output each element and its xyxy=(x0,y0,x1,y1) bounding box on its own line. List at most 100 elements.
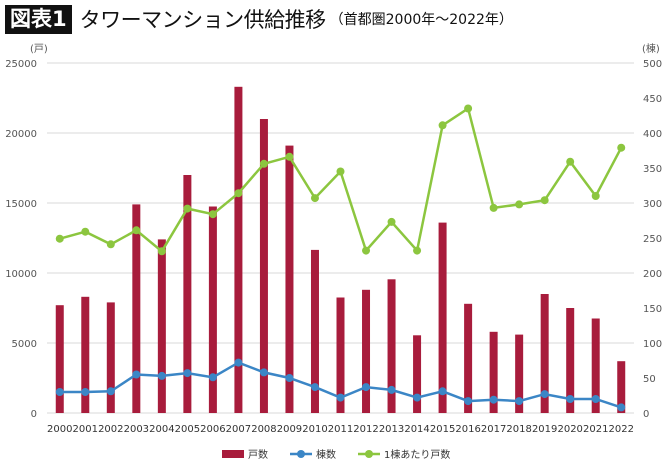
point-2001 xyxy=(81,227,90,236)
x-tick-label: 2006 xyxy=(200,424,225,435)
x-tick-label: 2018 xyxy=(506,424,531,435)
point-2020 xyxy=(566,157,575,166)
right-axis-unit: (棟) xyxy=(642,42,660,55)
point-2007 xyxy=(234,358,243,367)
left-axis-unit: (戸) xyxy=(30,43,48,55)
x-tick-label: 2022 xyxy=(609,424,634,435)
right-tick-label: 0 xyxy=(643,409,649,420)
point-2006 xyxy=(208,210,217,219)
point-2001 xyxy=(81,388,90,396)
right-tick-label: 350 xyxy=(643,164,662,175)
point-2011 xyxy=(336,393,345,402)
point-2012 xyxy=(362,246,371,255)
x-tick-label: 2013 xyxy=(379,424,404,435)
x-tick-label: 2000 xyxy=(47,424,72,435)
point-2017 xyxy=(489,203,498,212)
bar-2015 xyxy=(438,222,447,413)
point-2011 xyxy=(336,167,345,176)
point-2005 xyxy=(183,204,192,213)
left-tick-label: 20000 xyxy=(5,129,37,140)
x-tick-label: 2001 xyxy=(73,424,98,435)
point-2002 xyxy=(106,387,115,396)
right-tick-label: 150 xyxy=(643,304,662,315)
point-2014 xyxy=(413,393,422,402)
x-tick-label: 2021 xyxy=(583,424,608,435)
bar-2020 xyxy=(566,308,575,413)
point-2009 xyxy=(285,152,294,161)
x-tick-label: 2002 xyxy=(98,424,123,435)
bar-2014 xyxy=(413,335,422,413)
bar-2011 xyxy=(336,297,345,413)
bar-2018 xyxy=(515,334,524,413)
right-tick-label: 450 xyxy=(643,94,662,105)
x-tick-label: 2011 xyxy=(328,424,353,435)
point-2015 xyxy=(438,387,447,396)
point-2013 xyxy=(387,385,396,394)
bar-2017 xyxy=(489,331,498,413)
right-tick-label: 200 xyxy=(643,269,662,280)
bar-2008 xyxy=(259,119,268,413)
bar-2004 xyxy=(157,239,166,413)
point-2019 xyxy=(540,390,549,399)
point-2010 xyxy=(310,383,319,392)
bar-2007 xyxy=(234,86,243,414)
point-2022 xyxy=(617,403,626,412)
legend-marker xyxy=(365,450,373,458)
point-2018 xyxy=(515,397,524,406)
point-2022 xyxy=(617,143,626,152)
left-tick-label: 10000 xyxy=(5,269,37,280)
chart-title: タワーマンション供給推移 xyxy=(79,8,327,32)
bar-2012 xyxy=(362,289,371,413)
legend-swatch xyxy=(222,450,244,458)
point-2000 xyxy=(55,234,64,243)
right-tick-label: 300 xyxy=(643,199,662,210)
point-2013 xyxy=(387,217,396,226)
point-2010 xyxy=(310,194,319,203)
bar-2005 xyxy=(183,175,192,413)
bar-2003 xyxy=(132,204,141,413)
x-tick-label: 2005 xyxy=(175,424,200,435)
point-2019 xyxy=(540,196,549,205)
x-tick-label: 2004 xyxy=(149,424,174,435)
left-tick-label: 25000 xyxy=(5,59,37,70)
point-2003 xyxy=(132,370,141,379)
bar-2021 xyxy=(591,318,600,413)
x-tick-label: 2010 xyxy=(302,424,327,435)
chart-subtitle: （首都圏2000年〜2022年） xyxy=(329,12,513,28)
x-tick-label: 2008 xyxy=(251,424,276,435)
point-2020 xyxy=(566,395,575,403)
x-tick-label: 2017 xyxy=(481,424,506,435)
right-tick-label: 500 xyxy=(643,59,662,70)
point-2006 xyxy=(208,373,217,382)
point-2008 xyxy=(259,368,268,377)
right-tick-label: 50 xyxy=(643,374,656,385)
point-2004 xyxy=(157,371,166,380)
legend-label: 1棟あたり戸数 xyxy=(384,448,450,461)
bar-2006 xyxy=(208,206,217,413)
bar-2019 xyxy=(540,294,549,413)
x-tick-label: 2007 xyxy=(226,424,251,435)
point-2015 xyxy=(438,121,447,130)
point-2016 xyxy=(464,397,473,406)
x-tick-label: 2012 xyxy=(353,424,378,435)
point-2008 xyxy=(259,159,268,168)
bar-2002 xyxy=(106,302,115,413)
point-2017 xyxy=(489,395,498,404)
bar-2009 xyxy=(285,145,294,413)
point-2002 xyxy=(106,240,115,249)
bar-2013 xyxy=(387,279,396,413)
chart-header: 図表1 タワーマンション供給推移 （首都圏2000年〜2022年） xyxy=(5,4,513,34)
x-tick-label: 2019 xyxy=(532,424,557,435)
bar-2016 xyxy=(464,303,473,413)
right-tick-label: 100 xyxy=(643,339,662,350)
left-tick-label: 5000 xyxy=(12,339,37,350)
x-tick-label: 2009 xyxy=(277,424,302,435)
point-2007 xyxy=(234,189,243,198)
point-2014 xyxy=(413,246,422,255)
point-2016 xyxy=(464,104,473,113)
x-tick-label: 2020 xyxy=(557,424,582,435)
legend-marker xyxy=(297,450,305,458)
right-tick-label: 250 xyxy=(643,234,662,245)
x-tick-label: 2015 xyxy=(430,424,455,435)
